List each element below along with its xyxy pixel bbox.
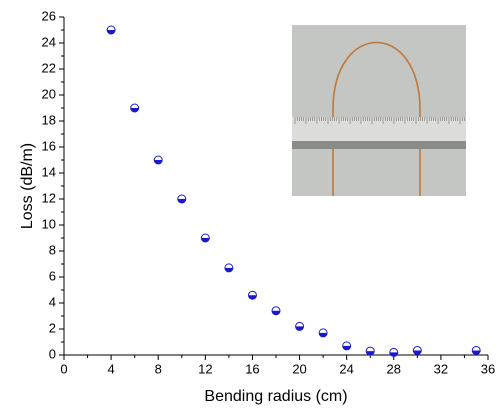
point [318, 328, 328, 338]
point [247, 290, 257, 300]
point-bottom [413, 350, 422, 355]
y-tick-label: 24 [42, 34, 56, 49]
y-tick-label: 22 [42, 60, 56, 75]
y-axis-title: Loss (dB/m) [19, 143, 36, 229]
ruler-shadow [292, 141, 466, 149]
x-tick-label: 28 [387, 361, 401, 376]
x-tick-label: 16 [245, 361, 259, 376]
point-bottom [154, 160, 163, 164]
point-bottom [295, 326, 304, 331]
point-bottom [319, 332, 328, 337]
photo-background [292, 25, 466, 196]
point-bottom [177, 199, 186, 203]
y-tick-label: 8 [49, 242, 56, 257]
y-tick-label: 26 [42, 8, 56, 23]
y-tick-label: 10 [42, 216, 56, 231]
point [177, 194, 187, 204]
point-bottom [389, 352, 398, 357]
point [389, 347, 399, 357]
y-tick-label: 14 [42, 164, 56, 179]
point [342, 341, 352, 351]
y-tick-label: 6 [49, 268, 56, 283]
x-tick-label: 0 [60, 361, 67, 376]
x-tick-label: 32 [434, 361, 448, 376]
point [295, 321, 305, 331]
point [200, 233, 210, 243]
point [412, 345, 422, 355]
y-tick-label: 18 [42, 112, 56, 127]
x-tick-label: 20 [292, 361, 306, 376]
point-bottom [366, 351, 375, 356]
x-tick-label: 8 [155, 361, 162, 376]
point [224, 263, 234, 273]
inset-photo [292, 25, 466, 196]
y-tick-label: 12 [42, 190, 56, 205]
point-bottom [248, 295, 257, 300]
point-bottom [130, 108, 139, 112]
y-tick-label: 16 [42, 138, 56, 153]
point-bottom [224, 267, 233, 272]
x-tick-label: 36 [481, 361, 495, 376]
point-bottom [107, 30, 116, 34]
point-bottom [272, 310, 280, 315]
point [271, 306, 281, 316]
point-bottom [201, 238, 210, 242]
point [130, 103, 140, 113]
y-tick-label: 0 [49, 346, 56, 361]
y-tick-label: 4 [49, 294, 56, 309]
point [106, 25, 116, 35]
point [365, 346, 375, 356]
ruler-ticks [294, 117, 465, 124]
point-bottom [342, 345, 351, 350]
ruler [292, 117, 466, 141]
point [153, 155, 163, 165]
fiber-loop [332, 41, 421, 196]
x-tick-label: 4 [107, 361, 114, 376]
y-tick-label: 20 [42, 86, 56, 101]
point [471, 345, 481, 355]
x-axis-title: Bending radius (cm) [204, 388, 347, 405]
x-tick-label: 12 [198, 361, 212, 376]
y-tick-label: 2 [49, 320, 56, 335]
point-bottom [472, 350, 481, 355]
x-tick-label: 24 [339, 361, 353, 376]
